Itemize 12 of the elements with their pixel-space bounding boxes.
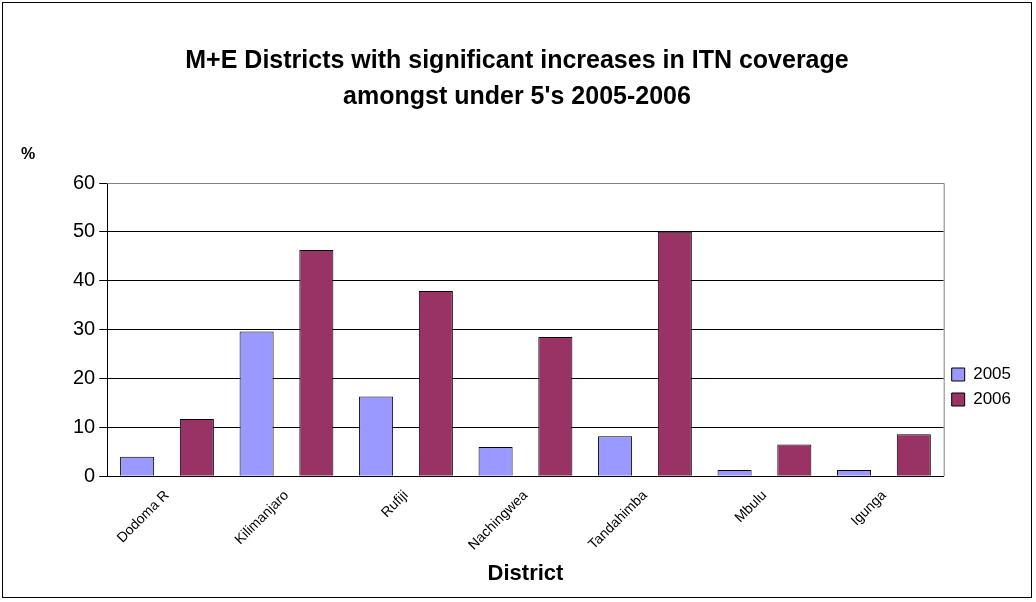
y-axis-title: %	[21, 145, 36, 163]
legend-label: 2005	[973, 364, 1012, 384]
y-tick-label: 40	[73, 268, 96, 291]
y-tick-label: 60	[73, 170, 96, 193]
y-tick-label: 50	[73, 219, 96, 242]
legend-label: 2006	[973, 389, 1012, 409]
y-tick-label: 10	[73, 414, 96, 437]
x-axis-title: District	[487, 559, 565, 585]
y-tick-label: 30	[73, 317, 96, 340]
y-tick-label: 20	[73, 366, 96, 389]
y-tick-label: 0	[84, 463, 96, 486]
chart-title: M+E Districts with significant increases in ITN coverage amongst under 5's 2005-2006	[184, 44, 850, 111]
